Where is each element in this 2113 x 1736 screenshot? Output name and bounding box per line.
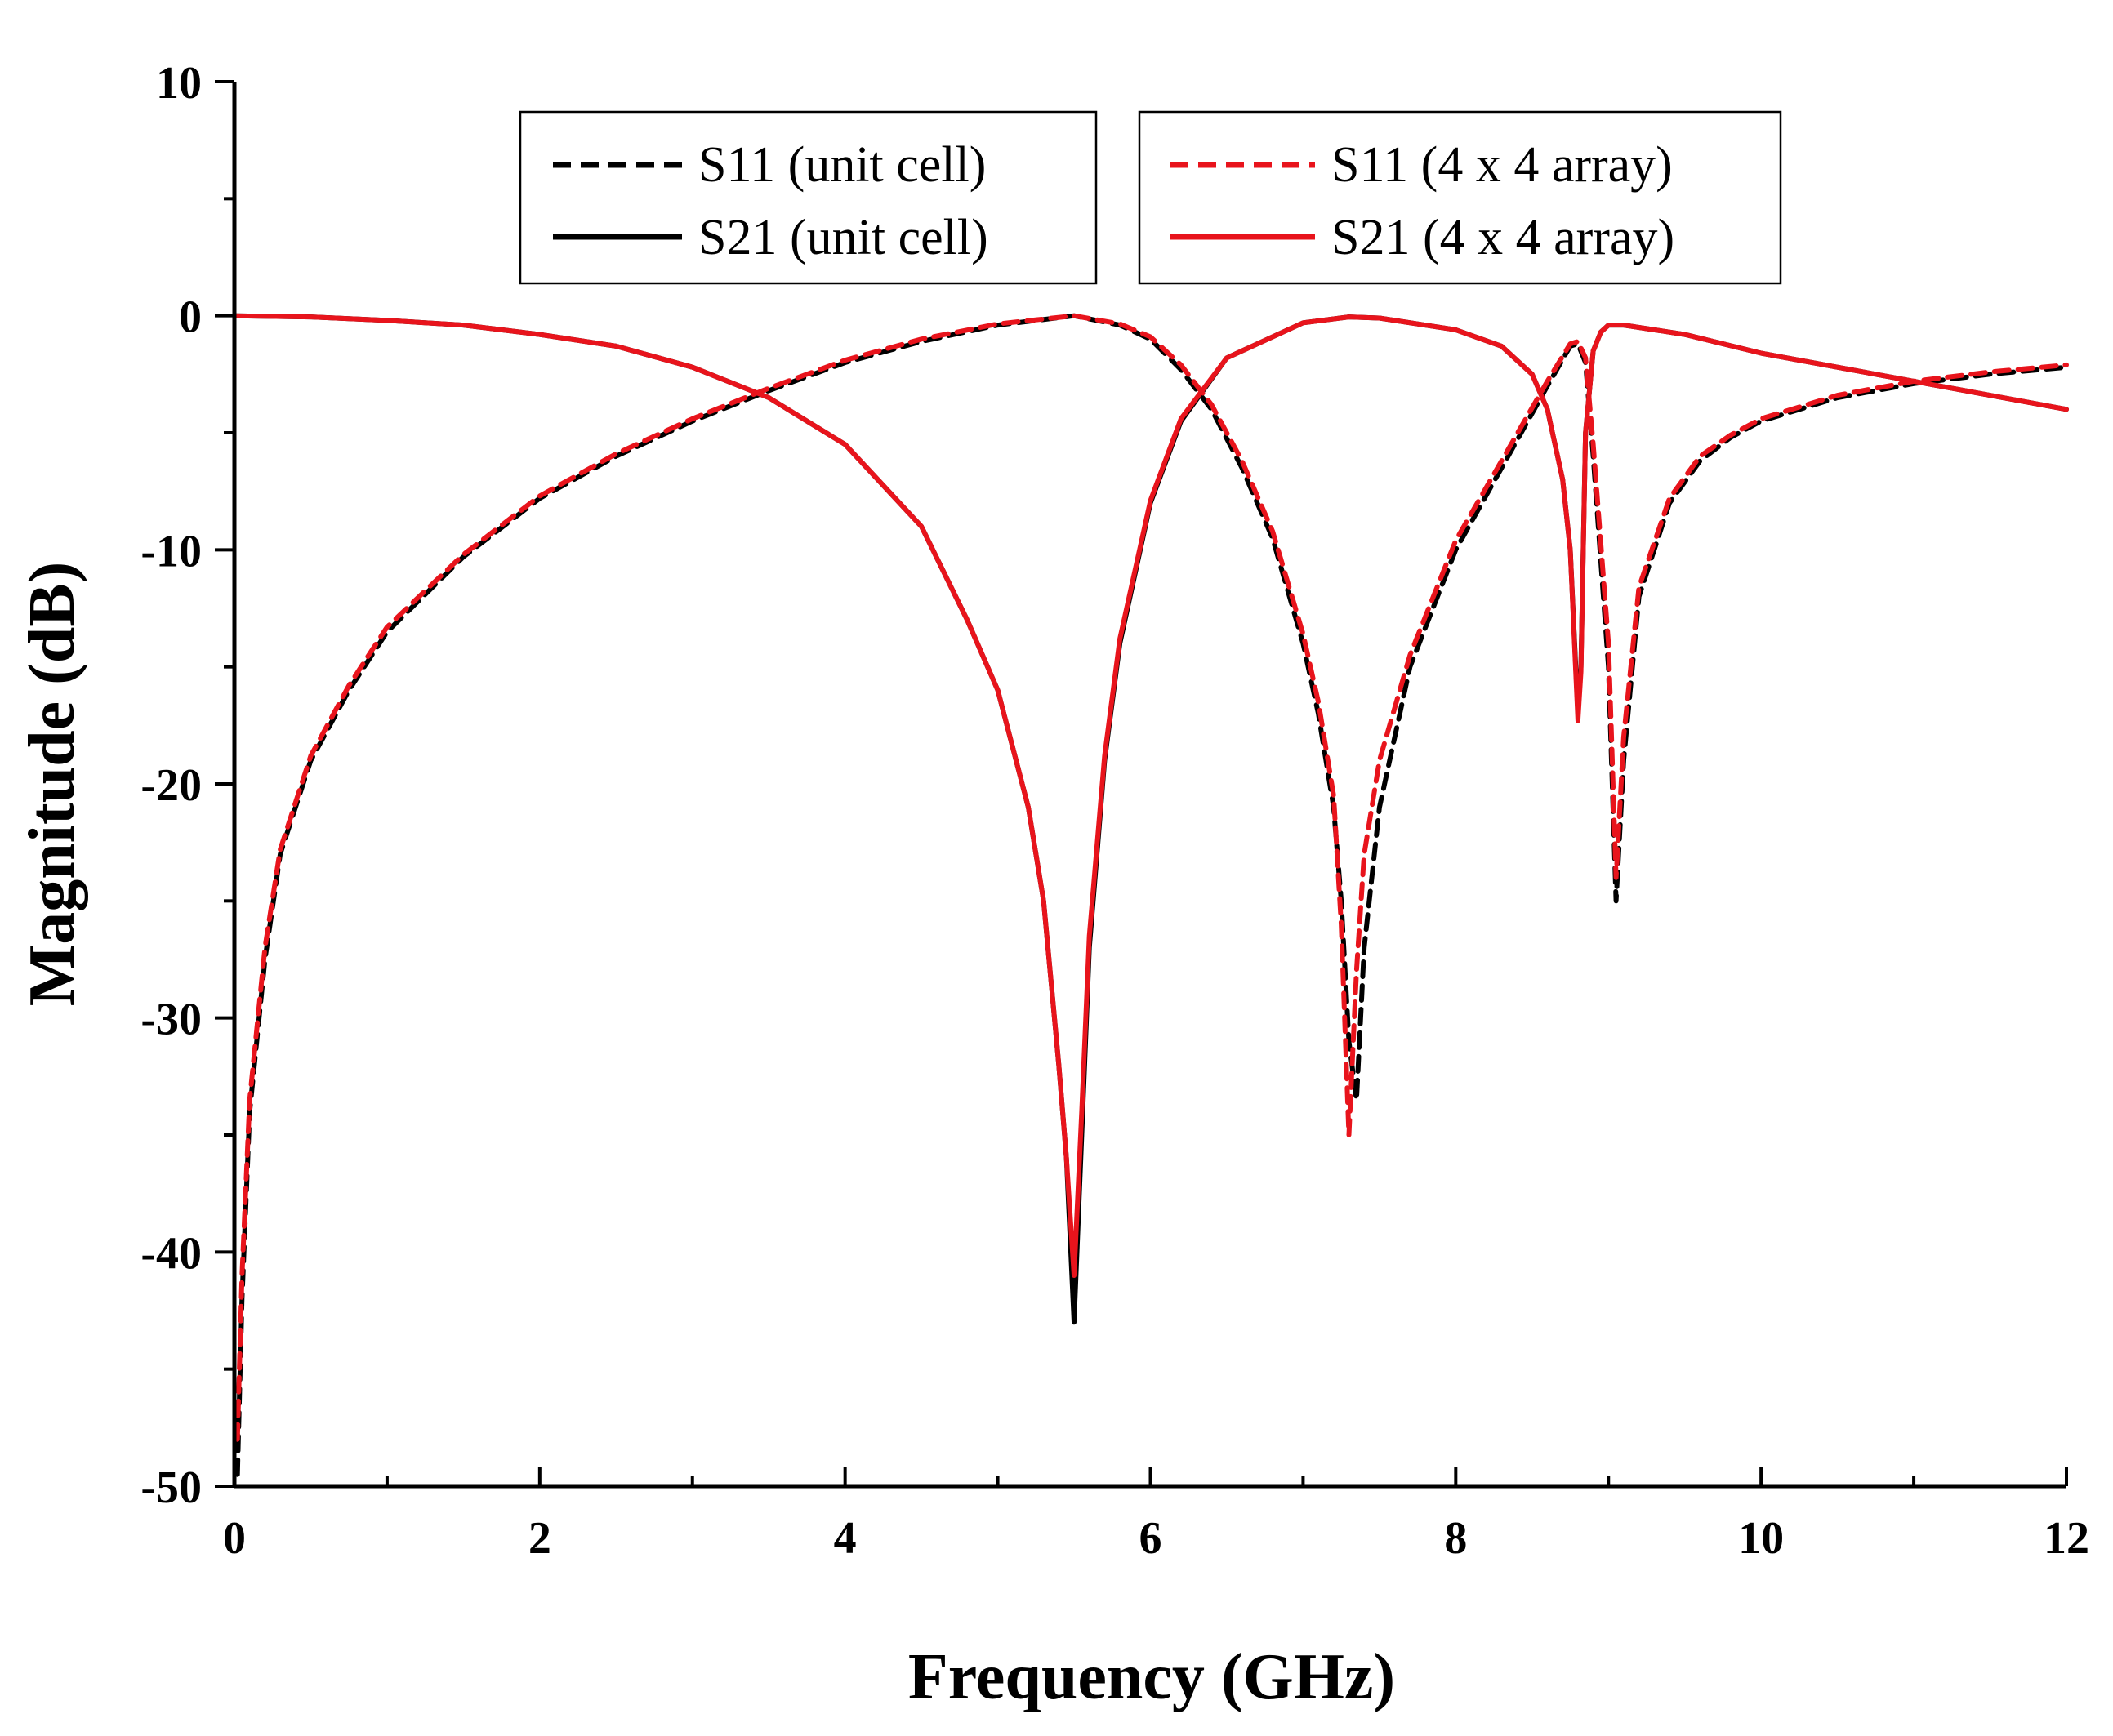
legend-unit-cell: S11 (unit cell) S21 (unit cell) [519, 110, 1098, 285]
tick-layer: 0 2 4 6 8 10 12 10 0 -10 -20 -30 -40 -50 [140, 58, 2089, 1564]
y-tick-label: -10 [140, 526, 202, 576]
x-tick-label: 0 [223, 1513, 246, 1564]
y-tick-label: -30 [140, 995, 202, 1045]
y-tick-label: -20 [140, 760, 202, 811]
x-axis-title: Frequency (GHz) [908, 1641, 1395, 1713]
y-tick-label: 10 [156, 58, 202, 109]
y-axis-title: Magnitude (dB) [16, 562, 88, 1007]
legend-4x4-array: S11 (4 x 4 array) S21 (4 x 4 array) [1138, 110, 1782, 285]
legend-box-unit-cell [519, 110, 1098, 285]
x-tick-label: 12 [2044, 1513, 2089, 1564]
legend-label-s11-array: S11 (4 x 4 array) [1331, 137, 1673, 193]
x-tick-label: 10 [1738, 1513, 1784, 1564]
legend-label-s21-array: S21 (4 x 4 array) [1331, 210, 1674, 265]
y-tick-label: -50 [140, 1462, 202, 1513]
series-line-s21-4-x-4-array [232, 313, 2069, 1278]
series-line-s11-4-x-4-array [234, 313, 2069, 1442]
legend-box-4x4-array [1138, 110, 1782, 285]
x-tick-label: 6 [1139, 1513, 1162, 1564]
y-tick-label: -40 [140, 1228, 202, 1279]
x-tick-label: 2 [528, 1513, 551, 1564]
legend-label-s11-unit-cell: S11 (unit cell) [698, 137, 986, 193]
y-tick-label: 0 [179, 292, 202, 343]
x-tick-label: 8 [1444, 1513, 1467, 1564]
x-tick-label: 4 [834, 1513, 857, 1564]
series-layer [232, 313, 2069, 1477]
legend-label-s21-unit-cell: S21 (unit cell) [698, 210, 988, 265]
